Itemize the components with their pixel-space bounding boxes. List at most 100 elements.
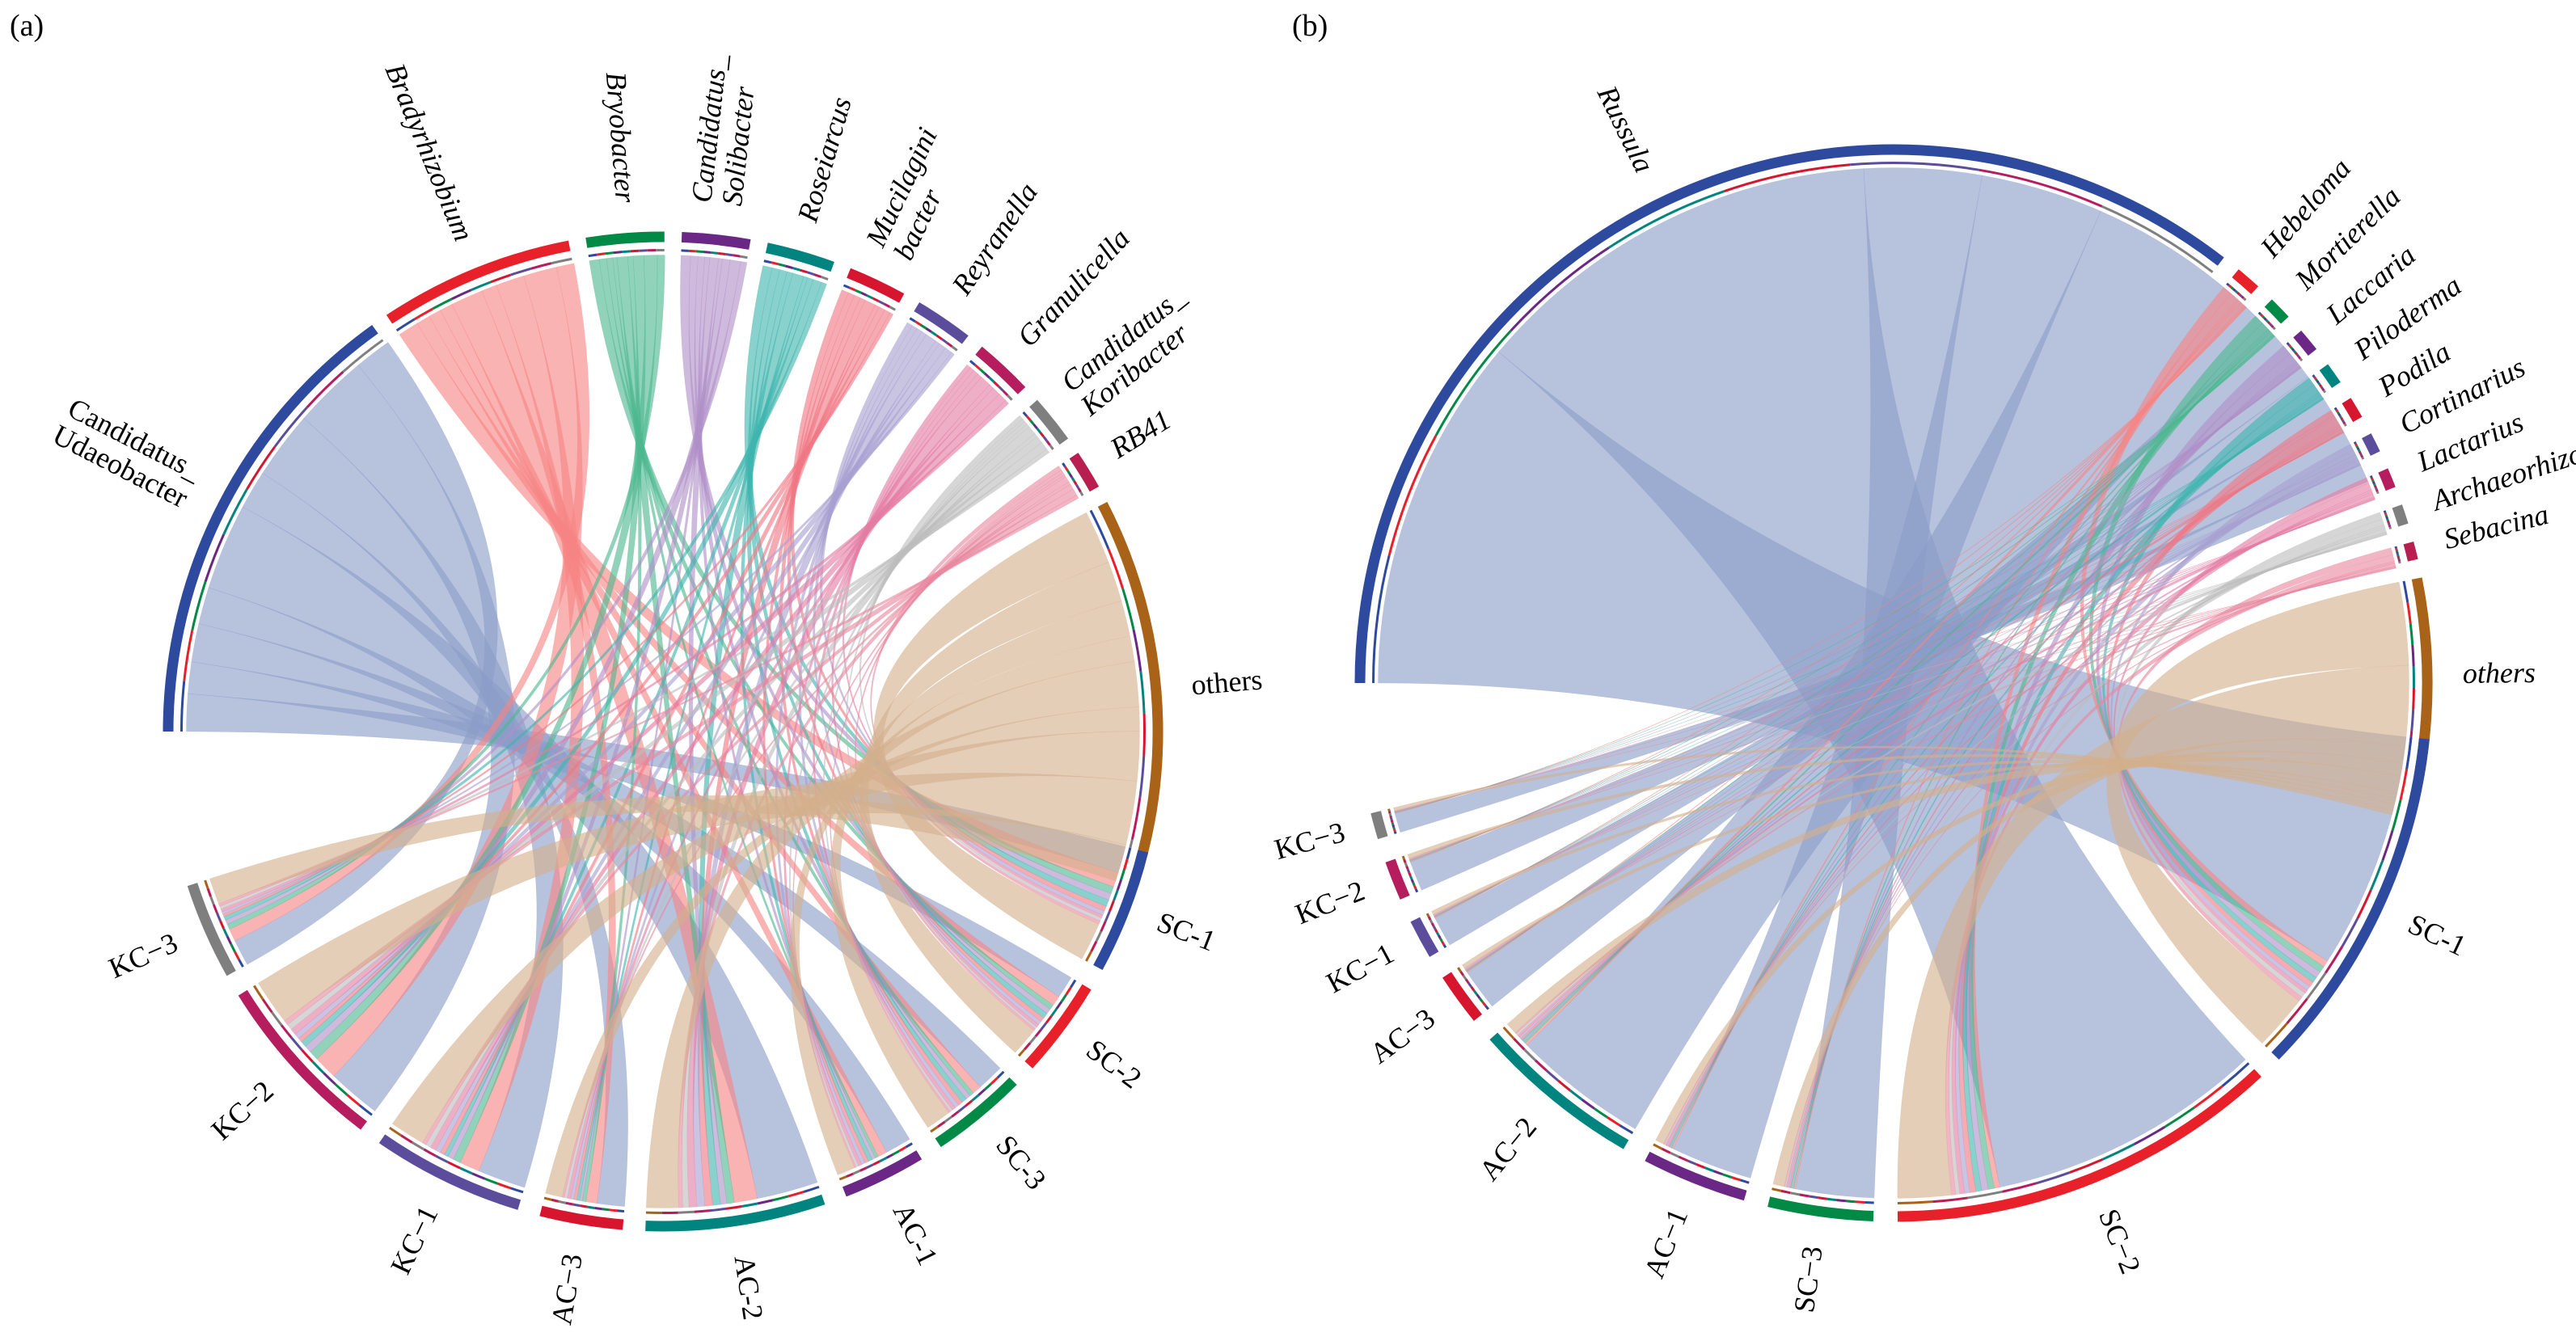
top-track-cortinarius <box>2359 453 2363 457</box>
top-track-piloderma <box>2320 386 2324 390</box>
ribbon-lactarius-to-ac-2 <box>1517 493 2375 1038</box>
ribbon-laccaria-to-kc-2 <box>1409 366 2302 862</box>
bottom-label-sc-1: SC-1 <box>2403 908 2471 963</box>
top-label-bradyrhizobium: Bradyrhizobium <box>378 59 479 246</box>
bottom-track-sc-2 <box>1045 1014 1053 1024</box>
top-track-podila <box>2333 407 2337 411</box>
ribbons <box>1378 167 2409 1199</box>
bottom-track-ac-1 <box>1704 1166 1714 1173</box>
top-segment-reyranella <box>914 302 969 344</box>
ribbon-others-to-kc-3 <box>1393 745 2394 816</box>
bottom-label-ac-2: AC−2 <box>1473 1111 1543 1187</box>
bottom-track-ac-2 <box>1593 1107 1608 1119</box>
top-track-bradyrhizobium <box>432 297 453 310</box>
bottom-track-kc-2 <box>1406 868 1411 874</box>
bottom-label-kc-1: KC−1 <box>1321 937 1400 999</box>
bottom-track-ac-3 <box>558 1200 567 1204</box>
top-track-lactarius <box>2370 477 2374 481</box>
bottom-label-line: SC-1 <box>1153 906 1220 958</box>
top-segment-cortinarius <box>2362 433 2380 456</box>
top-track-bradyrhizobium <box>413 307 434 321</box>
bottom-track-ac-3 <box>1472 989 1478 996</box>
ribbon-lactarius-to-kc-3 <box>1394 499 2376 812</box>
bottom-track-sc-1 <box>2265 1023 2288 1048</box>
ribbon-sebacina-to-sc-2 <box>1945 555 2395 1196</box>
top-track-russula <box>1607 190 1725 249</box>
bottom-label-line: KC−3 <box>104 926 183 985</box>
bottom-track-ac-3 <box>1476 993 1481 999</box>
bottom-track-kc-2 <box>334 1083 348 1096</box>
ribbon-sebacina-to-sc-1 <box>2117 547 2393 1002</box>
top-track-granulicella <box>997 385 1004 392</box>
top-track-hebeloma <box>2230 286 2234 290</box>
top-track-archaeorhizomyces <box>2384 514 2388 517</box>
bottom-track-sc-2 <box>2069 1158 2104 1174</box>
ribbon-mucilagini-bacter-to-kc-2 <box>298 309 891 1043</box>
bottom-track-ac-1 <box>1678 1155 1688 1162</box>
ribbon-lactarius-to-kc-1 <box>1433 497 2375 917</box>
top-track-piloderma <box>2318 384 2323 388</box>
top-track-candidatus-udaeobacter <box>273 407 308 448</box>
bottom-track-ac-3 <box>602 1208 610 1212</box>
ribbon-archaeorhizomyces-to-kc-3 <box>1394 533 2388 812</box>
ribbon-cortinarius-to-ac-1 <box>1666 458 2359 1147</box>
ribbon-others-to-sc-3 <box>830 600 1130 1128</box>
bottom-track-kc-1 <box>1439 938 1443 942</box>
ribbon-archaeorhizomyces-to-ac-3 <box>1464 531 2388 970</box>
ribbon-archaeorhizomyces-to-kc-1 <box>1433 532 2388 916</box>
top-label-roseiarcus: Roseiarcus <box>792 94 859 226</box>
top-track-reyranella <box>940 338 948 344</box>
bottom-track-sc-3 <box>1808 1195 1818 1200</box>
bottom-track-kc-2 <box>358 1103 373 1116</box>
top-track-reyranella <box>914 320 922 327</box>
bottom-track-kc-2 <box>1401 855 1406 860</box>
bottom-track-ac-2 <box>772 1195 789 1202</box>
top-track-bradyrhizobium <box>490 273 511 284</box>
top-label-line: Russula <box>1590 80 1661 178</box>
bottom-track-kc-2 <box>1414 888 1419 893</box>
ribbon-bradyrhizobium-to-kc-3 <box>229 263 590 942</box>
top-segment-lactarius <box>2378 468 2396 491</box>
bottom-track-ac-1 <box>898 1145 907 1153</box>
ribbon-candidatus-koribacter-to-ac-3 <box>564 432 1038 1199</box>
bottom-track-kc-1 <box>412 1141 425 1151</box>
ribbon-granulicella-to-ac-3 <box>566 384 995 1200</box>
bottom-track-sc-1 <box>1120 869 1126 881</box>
ribbon-piloderma-to-kc-3 <box>1394 399 2325 813</box>
bottom-track-ac-1 <box>1712 1170 1723 1176</box>
top-track-reyranella <box>925 327 932 333</box>
bottom-segment-ac-1 <box>1645 1151 1747 1201</box>
bottom-segment-kc-2 <box>1385 858 1410 900</box>
ribbon-hebeloma-to-sc-2 <box>1970 293 2239 1189</box>
bottom-track-ac-2 <box>709 1207 726 1212</box>
ribbon-cortinarius-to-kc-3 <box>1394 464 2362 812</box>
ribbon-candidatus-koribacter-to-sc-1 <box>859 415 1102 921</box>
top-track-others <box>1107 548 1125 589</box>
top-track-others <box>1139 671 1146 714</box>
top-segment-bradyrhizobium <box>386 240 571 324</box>
bottom-segment-kc-3 <box>1370 811 1388 840</box>
top-segment-rb41 <box>1069 453 1100 492</box>
bottom-track-ac-2 <box>1557 1079 1571 1091</box>
top-track-candidatus-udaeobacter <box>180 681 186 732</box>
top-track-russula <box>2101 205 2214 273</box>
top-track-others <box>1130 797 1142 840</box>
top-track-granulicella <box>988 377 995 383</box>
top-segment-sebacina <box>2403 542 2418 562</box>
top-label-mucilagini-bacter: Mucilaginibacter <box>859 123 972 266</box>
top-track-candidatus-solibacter <box>718 251 726 256</box>
bottom-label-line: AC−3 <box>545 1251 589 1327</box>
bottom-track-ac-2 <box>694 1209 711 1213</box>
top-track-roseiarcus <box>792 267 800 272</box>
top-track-bryobacter <box>588 253 598 258</box>
bottom-track-sc-3 <box>1845 1200 1856 1204</box>
bottom-segment-sc-1 <box>2271 738 2430 1060</box>
top-track-laccaria <box>2286 342 2290 346</box>
bottom-track-sc-2 <box>1932 1196 1968 1204</box>
ribbon-reyranella-to-kc-1 <box>435 343 946 1153</box>
top-track-lactarius <box>2372 483 2376 487</box>
bottom-track-kc-1 <box>447 1161 461 1170</box>
top-segment-candidatus-solibacter <box>681 231 751 250</box>
bottom-track-sc-3 <box>1780 1189 1791 1195</box>
